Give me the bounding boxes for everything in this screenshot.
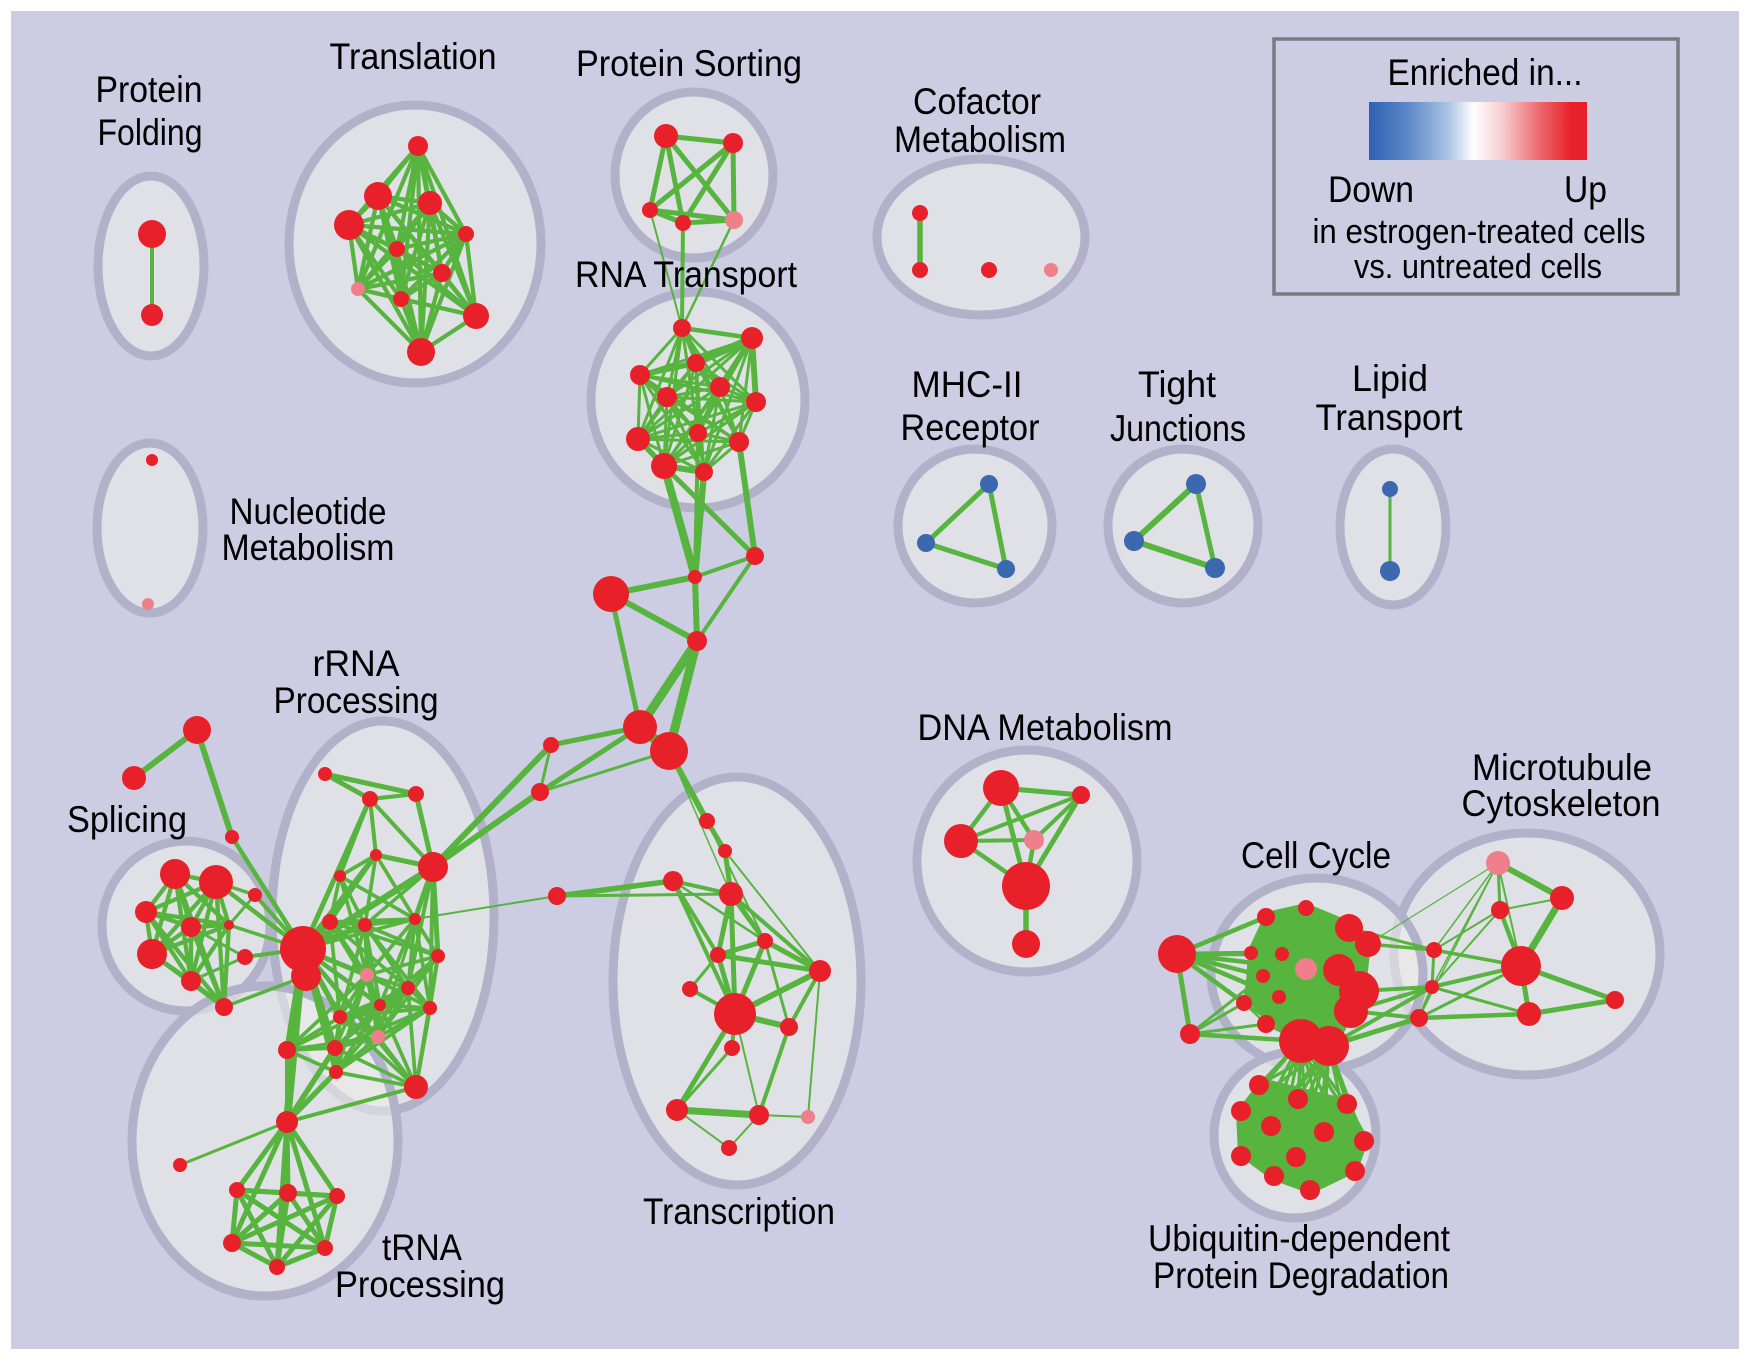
svg-text:MHC-II: MHC-II	[912, 364, 1023, 405]
svg-text:tRNA: tRNA	[382, 1227, 462, 1268]
svg-text:Splicing: Splicing	[67, 799, 187, 840]
svg-text:Transport: Transport	[1316, 397, 1464, 438]
svg-text:Protein Sorting: Protein Sorting	[576, 43, 802, 84]
svg-text:Cytoskeleton: Cytoskeleton	[1462, 783, 1661, 824]
svg-text:Down: Down	[1328, 169, 1414, 210]
svg-text:Translation: Translation	[330, 36, 497, 77]
svg-text:Metabolism: Metabolism	[222, 527, 395, 568]
svg-text:DNA Metabolism: DNA Metabolism	[918, 707, 1173, 748]
svg-text:Junctions: Junctions	[1110, 408, 1246, 449]
svg-text:Up: Up	[1564, 169, 1607, 210]
svg-text:Enriched in...: Enriched in...	[1388, 52, 1583, 93]
svg-text:vs. untreated cells: vs. untreated cells	[1354, 248, 1602, 286]
svg-text:Cofactor: Cofactor	[913, 81, 1041, 122]
svg-text:Ubiquitin-dependent: Ubiquitin-dependent	[1148, 1218, 1451, 1259]
svg-text:Folding: Folding	[98, 112, 203, 153]
svg-text:rRNA: rRNA	[313, 643, 400, 684]
svg-text:Protein: Protein	[96, 69, 203, 110]
svg-text:Processing: Processing	[274, 680, 439, 721]
svg-text:Microtubule: Microtubule	[1472, 747, 1652, 788]
svg-text:Cell Cycle: Cell Cycle	[1241, 835, 1391, 876]
svg-text:Receptor: Receptor	[901, 407, 1040, 448]
svg-text:in estrogen-treated cells: in estrogen-treated cells	[1313, 213, 1646, 251]
svg-text:Transcription: Transcription	[643, 1191, 835, 1232]
svg-text:Tight: Tight	[1138, 364, 1217, 405]
svg-text:Protein Degradation: Protein Degradation	[1153, 1255, 1449, 1296]
svg-text:RNA Transport: RNA Transport	[575, 254, 798, 295]
svg-text:Nucleotide: Nucleotide	[230, 491, 387, 532]
svg-text:Processing: Processing	[335, 1264, 505, 1305]
svg-text:Metabolism: Metabolism	[894, 119, 1066, 160]
svg-text:Lipid: Lipid	[1352, 358, 1428, 399]
